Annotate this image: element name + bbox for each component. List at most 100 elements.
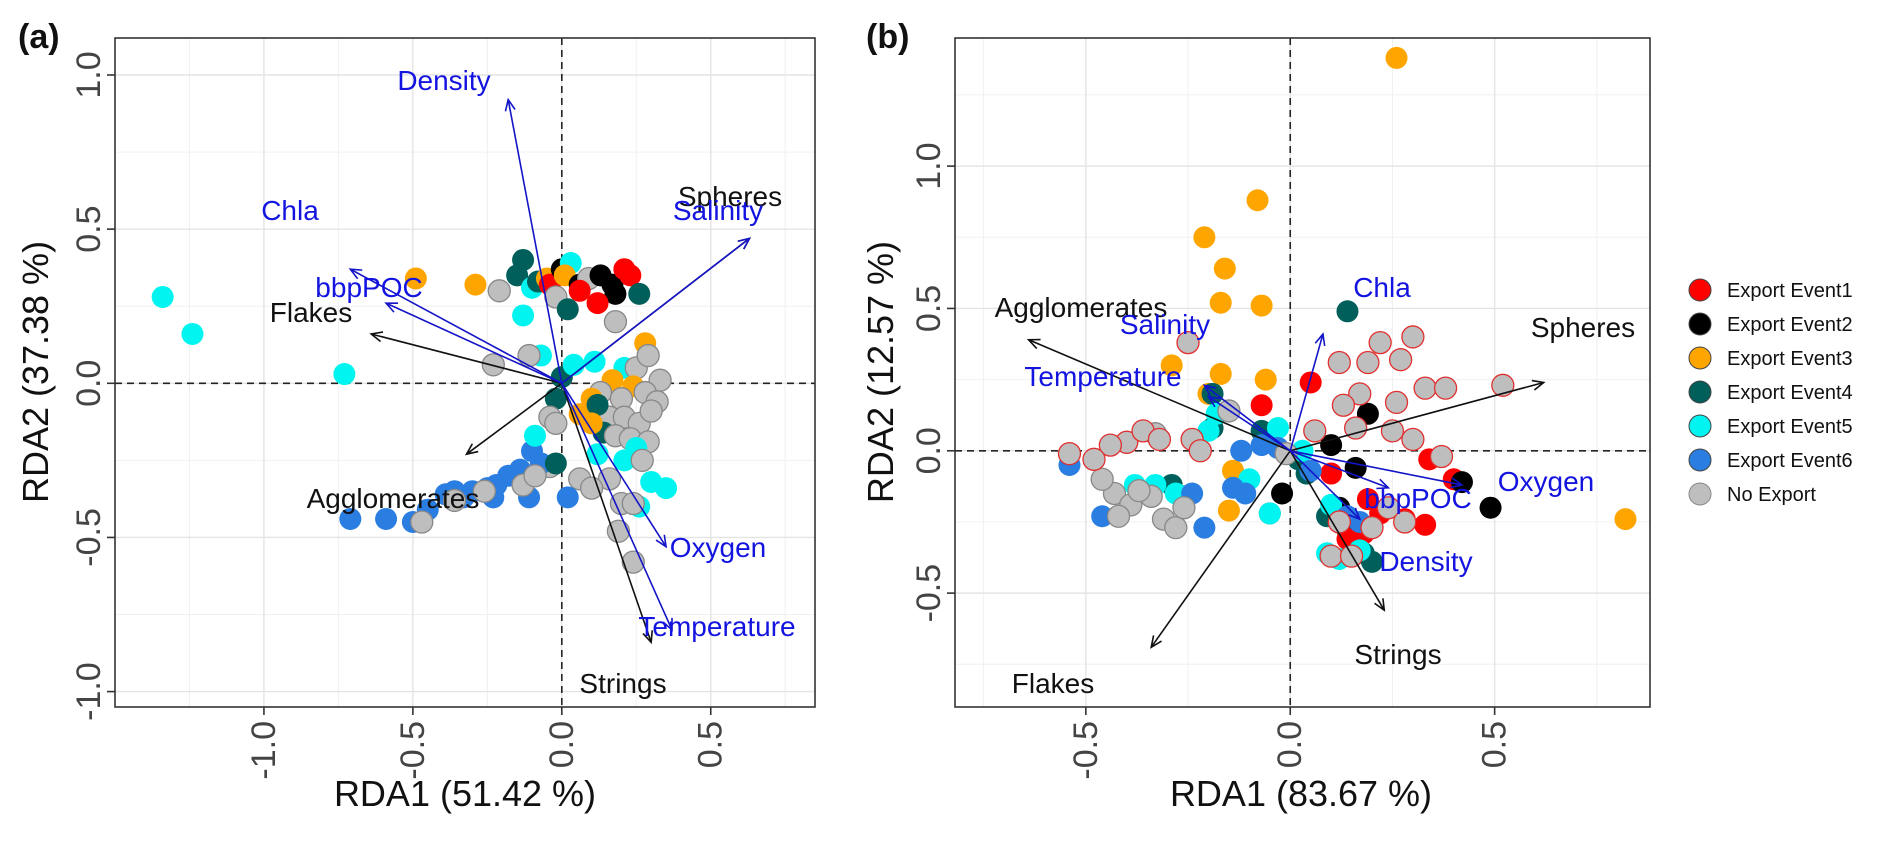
data-point [375, 507, 398, 530]
data-point [1327, 350, 1351, 375]
data-point [655, 477, 678, 500]
data-point [1193, 226, 1216, 249]
env-label: Density [1379, 546, 1472, 577]
data-point [1188, 439, 1212, 463]
data-point [568, 279, 591, 302]
y-tick-label: 1.0 [910, 142, 948, 189]
legend-label: Export Event1 [1727, 280, 1853, 302]
env-vector [507, 99, 563, 384]
env-label: bbpPOC [1364, 483, 1471, 514]
data-point [639, 399, 663, 423]
env-vector [1289, 450, 1361, 520]
y-tick-label: -0.5 [910, 564, 948, 623]
data-point [586, 292, 609, 315]
env-label: Salinity [1120, 309, 1210, 340]
data-point [524, 424, 546, 447]
legend-swatch [1688, 278, 1712, 302]
env-vector-head [1314, 332, 1326, 347]
data-point [1491, 373, 1515, 397]
data-point [1258, 502, 1281, 525]
data-point [151, 285, 174, 308]
env-vector [561, 237, 750, 384]
data-point [628, 282, 651, 305]
data-point [1057, 441, 1082, 466]
species-vector-head [369, 331, 384, 343]
data-point [333, 363, 356, 386]
data-point [1160, 354, 1183, 377]
data-point [1082, 447, 1106, 471]
species-vector-head [1531, 379, 1546, 391]
data-point [506, 264, 529, 287]
legend-swatch [1688, 414, 1712, 438]
data-point [181, 322, 204, 345]
data-point [1209, 291, 1232, 314]
x-tick-label: -0.5 [1067, 721, 1105, 780]
data-point [1164, 516, 1188, 540]
data-point [1090, 467, 1114, 491]
data-point [1209, 362, 1232, 385]
data-point [1356, 350, 1380, 375]
data-point [523, 464, 547, 488]
data-point [1360, 516, 1384, 540]
data-point [464, 273, 487, 296]
data-point [1303, 419, 1327, 443]
legend-swatch [1688, 482, 1712, 506]
legend-label: Export Event5 [1727, 416, 1853, 438]
data-point [556, 486, 579, 509]
env-label: Density [397, 65, 490, 96]
data-point [1331, 393, 1356, 417]
data-point [1368, 330, 1392, 355]
env-label: bbpPOC [315, 272, 422, 303]
data-point [544, 387, 567, 410]
env-vector-head [1376, 478, 1391, 490]
data-point [636, 343, 660, 368]
panel-b: Agglomerates Spheres Flakes Strings Chla Sali… [860, 18, 1651, 814]
env-vector [1290, 450, 1463, 486]
species-vector-head [1026, 338, 1041, 350]
y-tick-label: 1.0 [70, 51, 108, 98]
species-label: Agglomerates [995, 292, 1168, 323]
data-point [1388, 348, 1413, 372]
legend-swatch [1688, 448, 1712, 472]
env-vector-head [1202, 384, 1217, 397]
data-point [1193, 516, 1216, 539]
species-label: Agglomerates [307, 483, 480, 514]
data-point [1091, 505, 1114, 528]
data-point [1147, 427, 1172, 452]
env-label: Chla [1353, 272, 1411, 303]
env-vector-head [1206, 395, 1221, 408]
data-point [1401, 427, 1425, 452]
data-point [1450, 471, 1473, 494]
data-point [442, 488, 467, 513]
env-vector [561, 382, 667, 548]
env-vector [1203, 384, 1291, 452]
data-point [544, 411, 568, 436]
species-vector [1150, 450, 1291, 648]
data-point [562, 353, 585, 376]
species-label: Strings [579, 668, 666, 699]
data-point [404, 267, 427, 290]
x-tick-label: 0.5 [1476, 721, 1514, 768]
env-label: Temperature [1024, 361, 1181, 392]
x-tick-label: -1.0 [245, 721, 283, 780]
data-point [1433, 376, 1458, 400]
data-point [1213, 257, 1236, 280]
species-label: Flakes [1012, 668, 1094, 699]
species-label: Spheres [678, 181, 782, 212]
data-point [1250, 394, 1273, 417]
legend-swatch [1688, 312, 1712, 336]
data-point [606, 519, 631, 543]
data-point [1266, 417, 1289, 440]
env-vector-head [655, 534, 668, 549]
data-point [1319, 544, 1343, 568]
species-label: Flakes [270, 297, 352, 328]
panel-label: (a) [18, 18, 60, 56]
data-point [1299, 371, 1322, 394]
data-point [586, 393, 609, 416]
species-vector-head [1150, 635, 1162, 649]
plot-border [114, 37, 816, 708]
y-tick-label: 0.0 [910, 427, 948, 474]
data-point [1343, 416, 1368, 440]
data-point [1320, 434, 1343, 457]
